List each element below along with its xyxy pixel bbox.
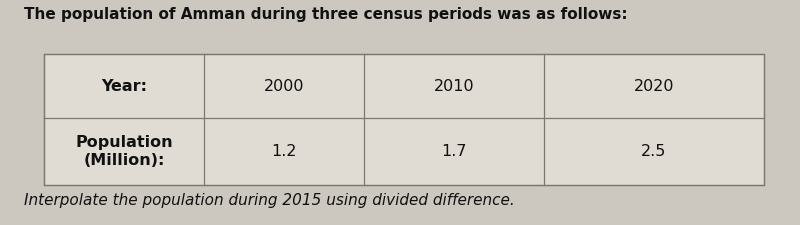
Text: The population of Amman during three census periods was as follows:: The population of Amman during three cen… bbox=[24, 7, 628, 22]
Text: 2.5: 2.5 bbox=[642, 144, 666, 159]
Text: 1.7: 1.7 bbox=[442, 144, 466, 159]
Text: Population
(Million):: Population (Million): bbox=[75, 135, 173, 167]
Text: 2000: 2000 bbox=[264, 79, 304, 94]
Text: 2020: 2020 bbox=[634, 79, 674, 94]
Text: 1.2: 1.2 bbox=[271, 144, 297, 159]
Text: 2010: 2010 bbox=[434, 79, 474, 94]
Text: Year:: Year: bbox=[101, 79, 147, 94]
Text: Interpolate the population during 2015 using divided difference.: Interpolate the population during 2015 u… bbox=[24, 194, 514, 209]
